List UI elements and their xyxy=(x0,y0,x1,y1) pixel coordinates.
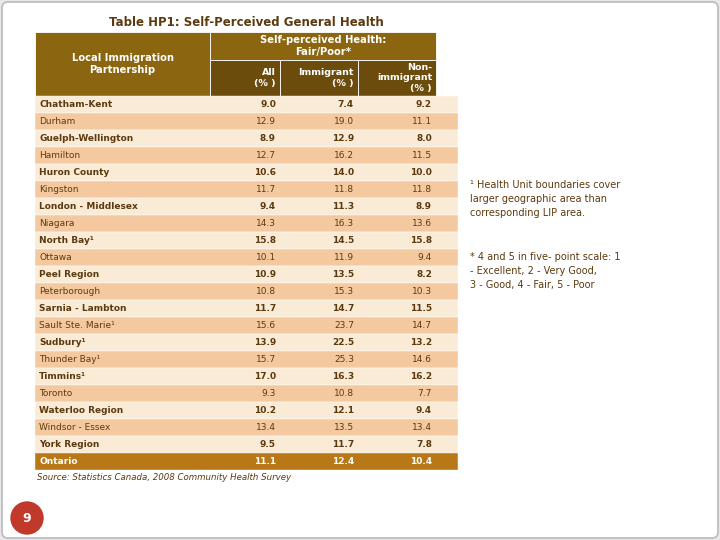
Text: 9: 9 xyxy=(23,511,31,524)
Bar xyxy=(35,351,458,368)
Text: All
(% ): All (% ) xyxy=(254,68,276,87)
Text: Local Immigration
Partnership: Local Immigration Partnership xyxy=(71,53,174,75)
Text: 23.7: 23.7 xyxy=(334,321,354,330)
Text: 11.1: 11.1 xyxy=(254,457,276,466)
Text: Hamilton: Hamilton xyxy=(39,151,80,160)
Text: North Bay¹: North Bay¹ xyxy=(39,236,94,245)
Text: 12.4: 12.4 xyxy=(332,457,354,466)
Bar xyxy=(35,453,458,470)
Text: Peel Region: Peel Region xyxy=(39,270,99,279)
Text: 13.2: 13.2 xyxy=(410,338,432,347)
Bar xyxy=(35,96,458,113)
Text: 14.0: 14.0 xyxy=(332,168,354,177)
Text: Table HP1: Self-Perceived General Health: Table HP1: Self-Perceived General Health xyxy=(109,16,384,29)
Text: 13.6: 13.6 xyxy=(412,219,432,228)
Text: Source: Statistics Canada, 2008 Community Health Survey: Source: Statistics Canada, 2008 Communit… xyxy=(37,473,291,482)
Bar xyxy=(35,249,458,266)
Text: 15.7: 15.7 xyxy=(256,355,276,364)
Text: 9.2: 9.2 xyxy=(416,100,432,109)
Bar xyxy=(280,60,358,96)
Text: 8.0: 8.0 xyxy=(416,134,432,143)
Text: Huron County: Huron County xyxy=(39,168,109,177)
Bar xyxy=(35,32,210,96)
Text: 12.9: 12.9 xyxy=(256,117,276,126)
Text: Waterloo Region: Waterloo Region xyxy=(39,406,123,415)
Text: 11.5: 11.5 xyxy=(410,304,432,313)
Text: 19.0: 19.0 xyxy=(334,117,354,126)
Text: 11.3: 11.3 xyxy=(332,202,354,211)
Text: Immigrant
(% ): Immigrant (% ) xyxy=(299,68,354,87)
Text: 10.9: 10.9 xyxy=(254,270,276,279)
Text: 7.4: 7.4 xyxy=(338,100,354,109)
Text: 9.4: 9.4 xyxy=(416,406,432,415)
Text: Thunder Bay¹: Thunder Bay¹ xyxy=(39,355,100,364)
Text: Toronto: Toronto xyxy=(39,389,72,398)
Text: 10.0: 10.0 xyxy=(410,168,432,177)
Text: Guelph-Wellington: Guelph-Wellington xyxy=(39,134,133,143)
Text: 11.7: 11.7 xyxy=(256,185,276,194)
Text: 12.9: 12.9 xyxy=(332,134,354,143)
Text: 11.8: 11.8 xyxy=(334,185,354,194)
Bar xyxy=(35,198,458,215)
Text: Peterborough: Peterborough xyxy=(39,287,100,296)
Bar xyxy=(358,60,436,96)
Text: 15.3: 15.3 xyxy=(334,287,354,296)
Bar xyxy=(35,147,458,164)
Text: 11.5: 11.5 xyxy=(412,151,432,160)
Text: 9.4: 9.4 xyxy=(260,202,276,211)
Text: York Region: York Region xyxy=(39,440,99,449)
Bar xyxy=(35,232,458,249)
Text: 10.6: 10.6 xyxy=(254,168,276,177)
Text: 9.4: 9.4 xyxy=(418,253,432,262)
Text: 9.3: 9.3 xyxy=(261,389,276,398)
Text: 17.0: 17.0 xyxy=(254,372,276,381)
Text: Chatham-Kent: Chatham-Kent xyxy=(39,100,112,109)
Text: 8.2: 8.2 xyxy=(416,270,432,279)
Text: 12.7: 12.7 xyxy=(256,151,276,160)
Text: 15.8: 15.8 xyxy=(410,236,432,245)
Text: Ontario: Ontario xyxy=(39,457,78,466)
Text: 14.7: 14.7 xyxy=(412,321,432,330)
Text: 16.2: 16.2 xyxy=(334,151,354,160)
Text: Ottawa: Ottawa xyxy=(39,253,71,262)
Text: Sudbury¹: Sudbury¹ xyxy=(39,338,86,347)
Text: 13.9: 13.9 xyxy=(253,338,276,347)
Text: 11.1: 11.1 xyxy=(412,117,432,126)
Text: 7.7: 7.7 xyxy=(418,389,432,398)
Text: 14.6: 14.6 xyxy=(412,355,432,364)
Text: 10.8: 10.8 xyxy=(334,389,354,398)
Text: 10.4: 10.4 xyxy=(410,457,432,466)
Text: Self-perceived Health:
Fair/Poor*: Self-perceived Health: Fair/Poor* xyxy=(260,35,386,57)
Bar xyxy=(35,317,458,334)
Text: 22.5: 22.5 xyxy=(332,338,354,347)
Text: 13.4: 13.4 xyxy=(412,423,432,432)
Bar xyxy=(35,402,458,419)
Text: 15.6: 15.6 xyxy=(256,321,276,330)
Bar xyxy=(35,215,458,232)
Text: Timmins¹: Timmins¹ xyxy=(39,372,86,381)
Text: 11.9: 11.9 xyxy=(334,253,354,262)
Text: 12.1: 12.1 xyxy=(332,406,354,415)
Text: 11.8: 11.8 xyxy=(412,185,432,194)
Text: Sarnia - Lambton: Sarnia - Lambton xyxy=(39,304,127,313)
Text: 16.3: 16.3 xyxy=(334,219,354,228)
Bar xyxy=(35,266,458,283)
Text: Windsor - Essex: Windsor - Essex xyxy=(39,423,110,432)
Text: 10.3: 10.3 xyxy=(412,287,432,296)
Text: Non-
immigrant
(% ): Non- immigrant (% ) xyxy=(377,63,432,93)
Bar xyxy=(35,368,458,385)
Bar xyxy=(210,32,436,60)
Bar xyxy=(35,164,458,181)
Bar xyxy=(35,181,458,198)
Bar xyxy=(35,300,458,317)
Text: 9.5: 9.5 xyxy=(260,440,276,449)
Text: 14.3: 14.3 xyxy=(256,219,276,228)
Text: 25.3: 25.3 xyxy=(334,355,354,364)
Text: Durham: Durham xyxy=(39,117,76,126)
Text: 11.7: 11.7 xyxy=(332,440,354,449)
Text: 14.7: 14.7 xyxy=(332,304,354,313)
Bar xyxy=(35,283,458,300)
Bar xyxy=(210,60,280,96)
Text: Sault Ste. Marie¹: Sault Ste. Marie¹ xyxy=(39,321,114,330)
